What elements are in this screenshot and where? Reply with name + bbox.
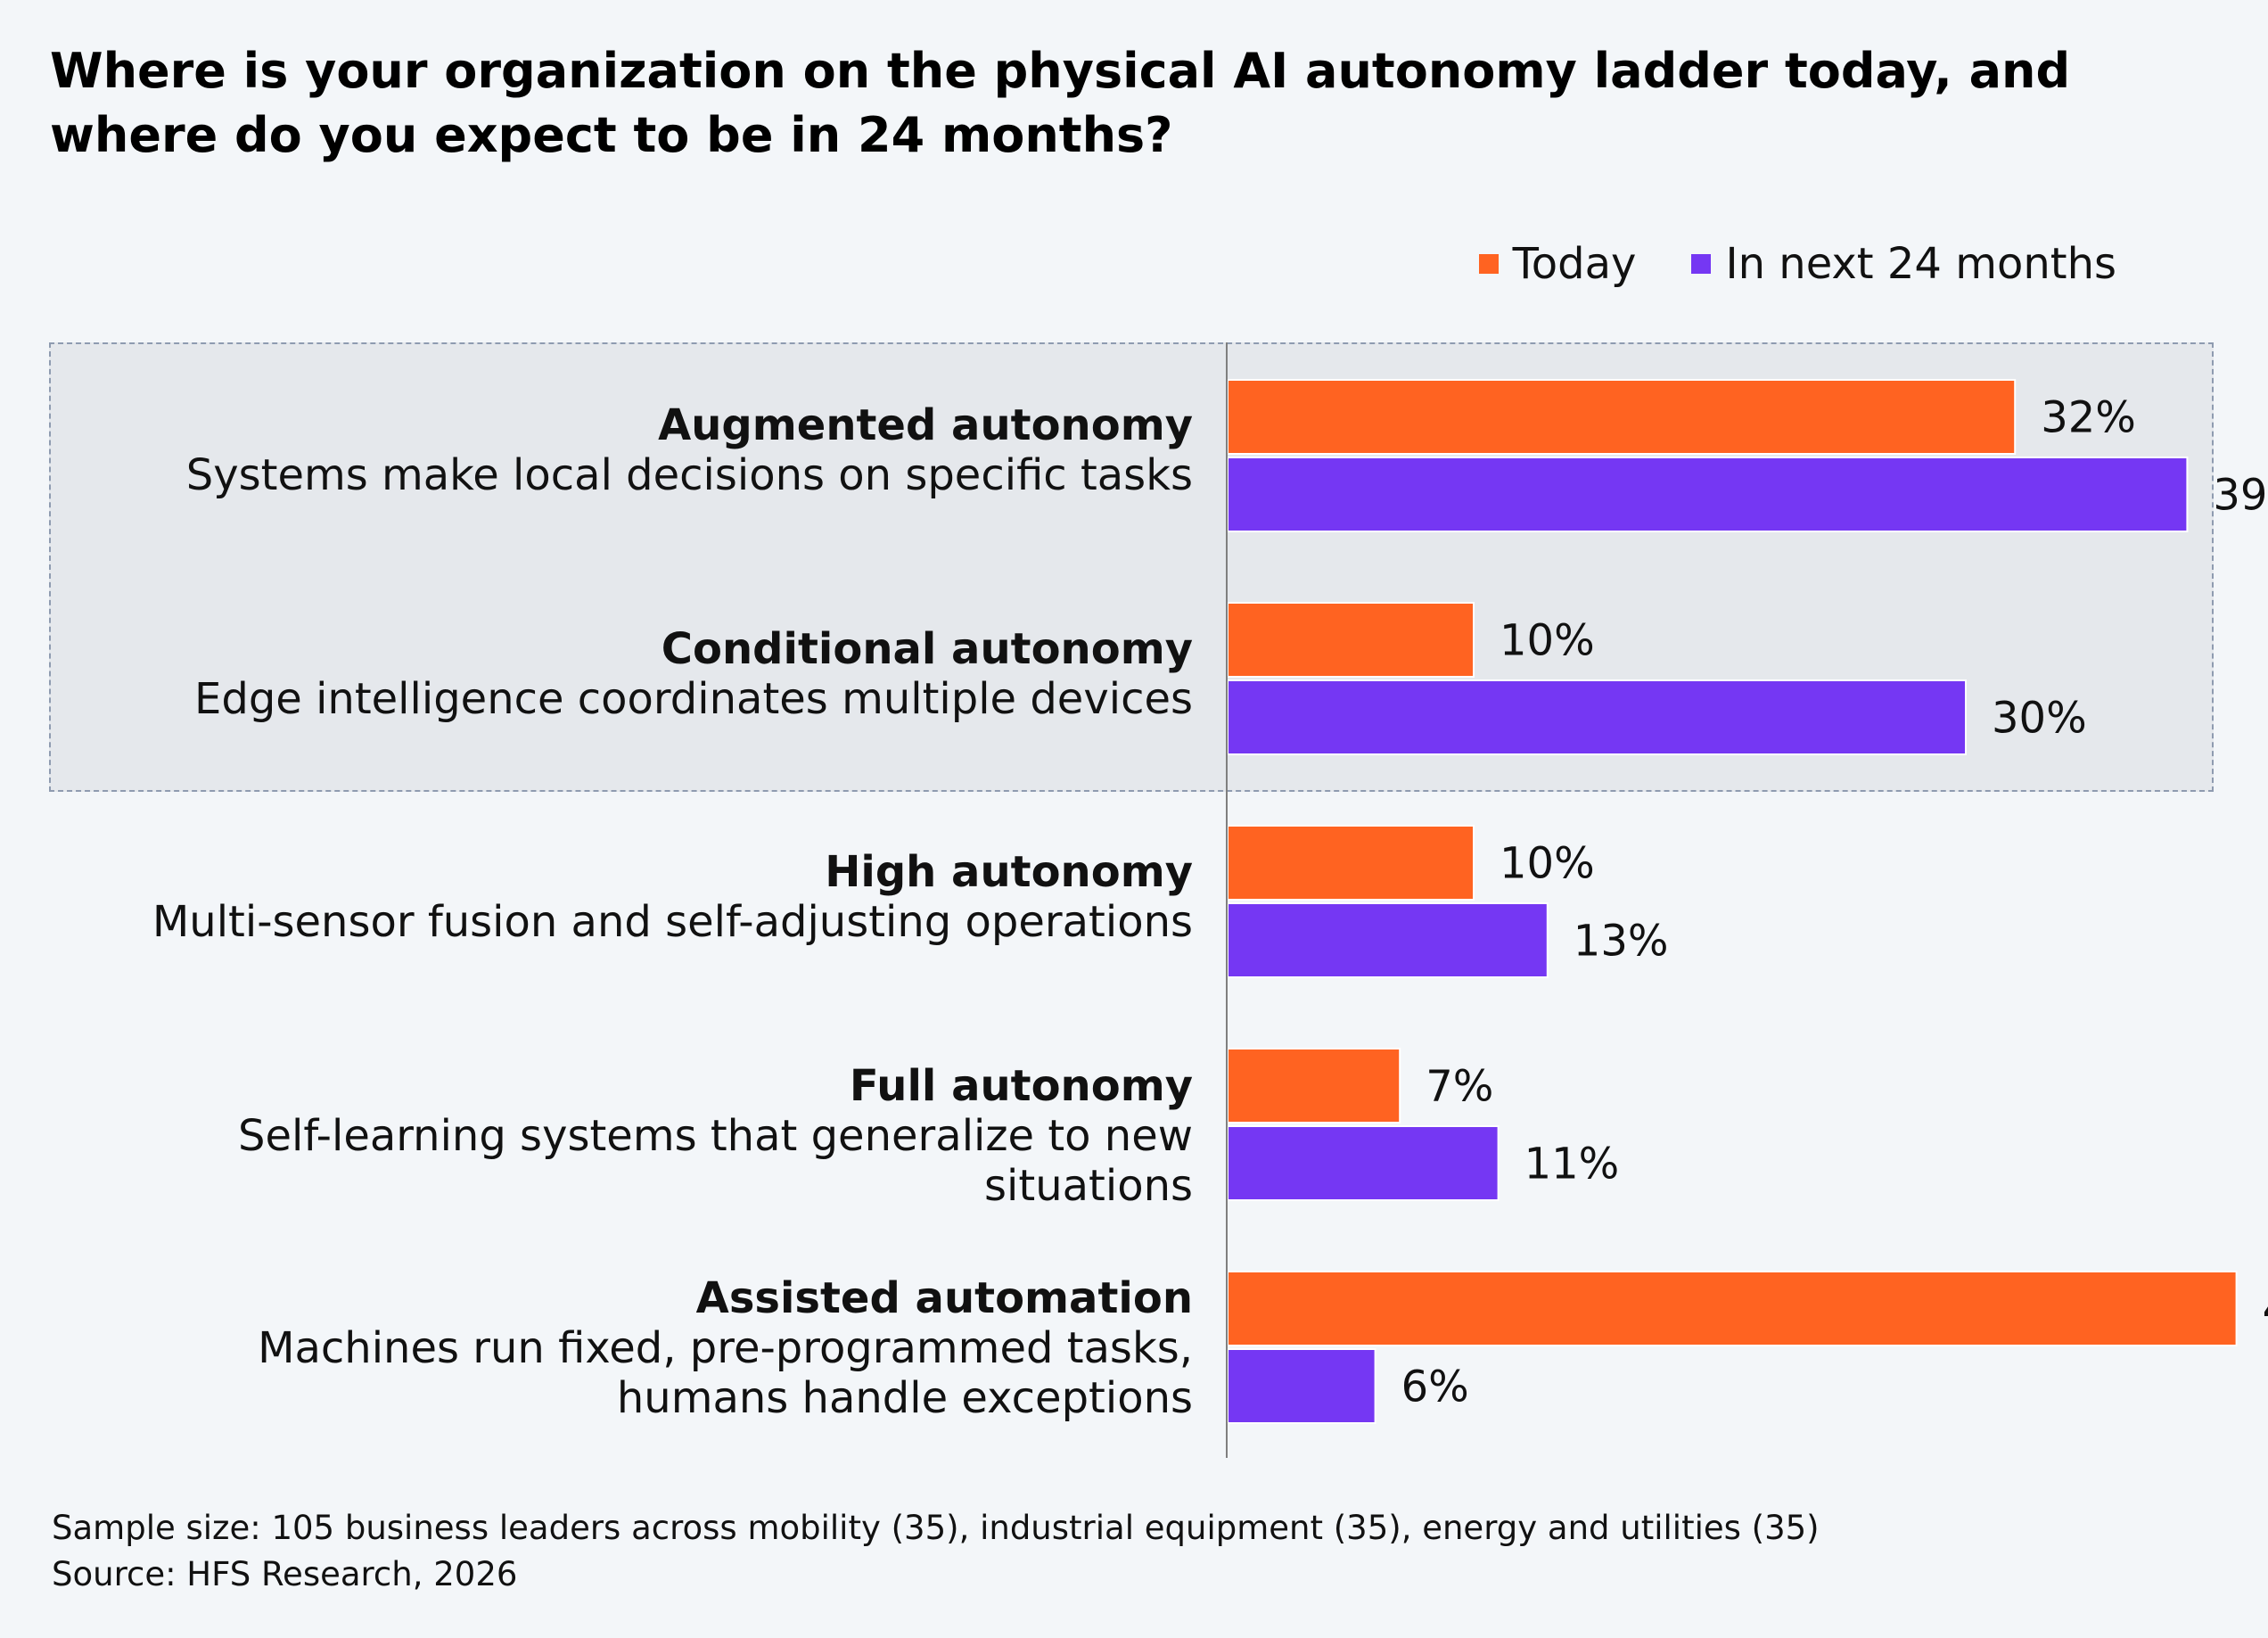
data-label-high-autonomy-today: 10% xyxy=(1500,839,1595,889)
data-label-full-autonomy-today: 7% xyxy=(1426,1062,1493,1112)
chart-title: Where is your organization on the physic… xyxy=(50,43,2071,163)
category-name: High autonomy xyxy=(825,847,1193,897)
category-name: Augmented autonomy xyxy=(658,400,1193,450)
bar-augmented-autonomy-today xyxy=(1227,379,2017,455)
bar-assisted-automation-in-next-24-months xyxy=(1227,1348,1376,1424)
legend-swatch-today xyxy=(1478,254,1499,274)
bar-augmented-autonomy-in-next-24-months xyxy=(1227,457,2189,532)
data-label-augmented-autonomy-in-next-24-months: 39% xyxy=(2213,471,2268,521)
category-label-assisted-automation: Assisted automation Machines run fixed, p… xyxy=(194,1273,1193,1423)
bar-conditional-autonomy-in-next-24-months xyxy=(1227,679,1967,755)
category-name: Assisted automation xyxy=(695,1273,1193,1323)
category-label-augmented-autonomy: Augmented autonomy Systems make local dec… xyxy=(186,400,1193,500)
footnote-sample-size: Sample size: 105 business leaders across… xyxy=(52,1509,1820,1547)
legend-label-today: Today xyxy=(1512,239,1637,289)
category-name: Conditional autonomy xyxy=(661,624,1193,674)
legend-swatch-next-24-months xyxy=(1691,254,1712,274)
bar-assisted-automation-today xyxy=(1227,1271,2238,1346)
footnote-source: Source: HFS Research, 2026 xyxy=(52,1555,518,1593)
category-label-full-autonomy: Full autonomy Self-learning systems that … xyxy=(194,1061,1193,1211)
data-label-assisted-automation-today: 41% xyxy=(2263,1285,2268,1335)
bar-high-autonomy-today xyxy=(1227,825,1475,901)
category-description: Machines run fixed, pre-programmed tasks… xyxy=(258,1323,1193,1423)
bar-full-autonomy-in-next-24-months xyxy=(1227,1125,1500,1201)
data-label-full-autonomy-in-next-24-months: 11% xyxy=(1524,1140,1620,1189)
data-label-high-autonomy-in-next-24-months: 13% xyxy=(1574,917,1669,967)
data-label-assisted-automation-in-next-24-months: 6% xyxy=(1401,1362,1469,1412)
category-description: Self-learning systems that generalize to… xyxy=(238,1111,1193,1211)
legend-item-next-24-months: In next 24 months xyxy=(1691,237,2116,291)
category-description: Edge intelligence coordinates multiple d… xyxy=(194,674,1193,724)
legend-label-next-24-months: In next 24 months xyxy=(1725,239,2116,289)
category-description: Systems make local decisions on specific… xyxy=(185,450,1193,500)
footnote: Sample size: 105 business leaders across… xyxy=(52,1505,1820,1598)
legend: Today In next 24 months xyxy=(1478,237,2116,291)
data-label-conditional-autonomy-today: 10% xyxy=(1500,616,1595,666)
category-name: Full autonomy xyxy=(849,1061,1193,1111)
data-label-augmented-autonomy-today: 32% xyxy=(2041,393,2136,443)
category-description: Multi-sensor fusion and self-adjusting o… xyxy=(152,897,1193,947)
legend-item-today: Today xyxy=(1478,237,1637,291)
bar-full-autonomy-today xyxy=(1227,1048,1401,1124)
bar-conditional-autonomy-today xyxy=(1227,602,1475,678)
category-label-high-autonomy: High autonomy Multi-sensor fusion and sel… xyxy=(152,847,1193,947)
category-label-conditional-autonomy: Conditional autonomy Edge intelligence co… xyxy=(194,624,1193,724)
bar-high-autonomy-in-next-24-months xyxy=(1227,902,1549,978)
data-label-conditional-autonomy-in-next-24-months: 30% xyxy=(1992,694,2087,744)
